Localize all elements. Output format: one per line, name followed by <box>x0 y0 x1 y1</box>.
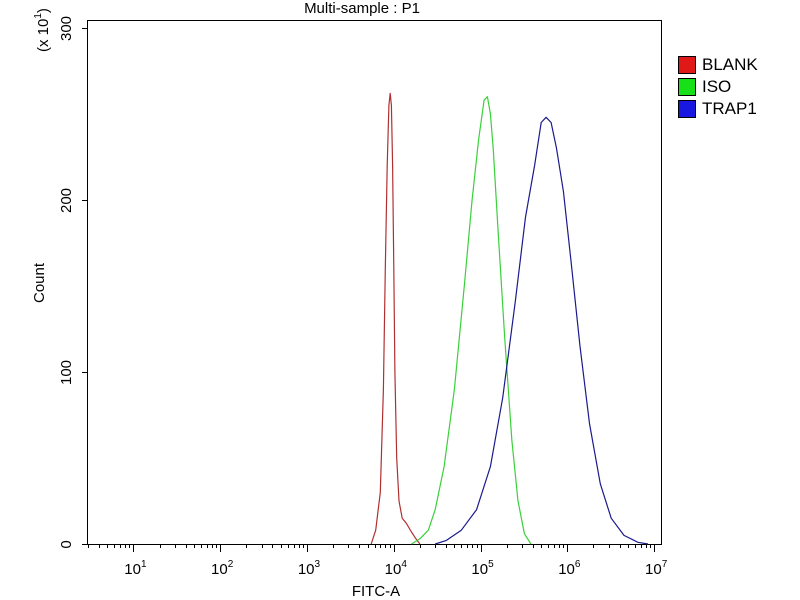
legend: BLANK ISO TRAP1 <box>678 54 758 120</box>
legend-item-trap1: TRAP1 <box>678 98 758 120</box>
svg-text:(x 101): (x 101) <box>33 8 52 52</box>
y-tick-label: 200 <box>58 188 75 213</box>
x-tick-label: 105 <box>471 559 494 578</box>
chart-title: Multi-sample : P1 <box>304 0 420 17</box>
y-multiplier-exp: 1 <box>33 13 44 19</box>
x-tick-label: 103 <box>298 559 321 578</box>
y-multiplier-label: (x 101) <box>33 8 52 52</box>
series-line-blank <box>370 92 421 545</box>
x-tick-label: 104 <box>385 559 408 578</box>
y-tick-label: 100 <box>58 360 75 385</box>
plot-area-frame <box>87 20 662 545</box>
x-tick-label: 101 <box>124 559 147 578</box>
y-tick-label: 0 <box>58 540 75 548</box>
y-multiplier-text: (x 10 <box>35 19 52 52</box>
x-axis-label: FITC-A <box>352 583 400 600</box>
legend-label-blank: BLANK <box>702 55 758 74</box>
legend-item-blank: BLANK <box>678 54 758 76</box>
legend-swatch-trap1 <box>678 100 696 118</box>
series-layer <box>370 92 649 545</box>
legend-item-iso: ISO <box>678 76 758 98</box>
y-axis-ticks: 0 100 200 300 <box>58 16 88 549</box>
legend-swatch-blank <box>678 56 696 74</box>
legend-label-trap1: TRAP1 <box>702 99 757 118</box>
x-axis-ticks: 101 102 103 104 105 106 107 <box>88 544 668 578</box>
x-tick-label: 106 <box>558 559 581 578</box>
series-line-iso <box>411 96 532 545</box>
y-tick-label: 300 <box>58 16 75 41</box>
legend-swatch-iso <box>678 78 696 96</box>
x-tick-label: 102 <box>211 559 234 578</box>
y-axis-label: Count <box>31 262 48 303</box>
x-tick-label: 107 <box>645 559 668 578</box>
series-line-trap1 <box>435 116 649 545</box>
legend-label-iso: ISO <box>702 77 732 96</box>
